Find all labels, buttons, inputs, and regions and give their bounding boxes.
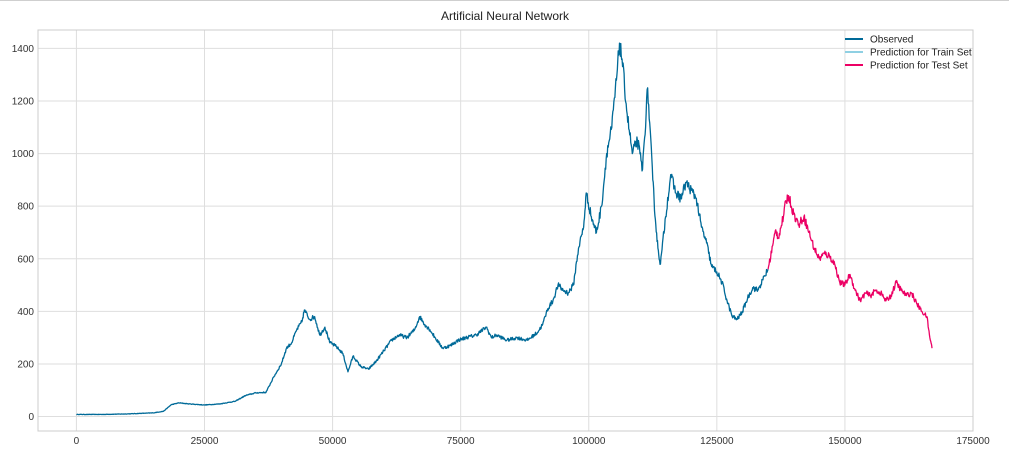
x-tick-label: 0 <box>74 436 80 447</box>
legend-label-1: Prediction for Train Set <box>870 48 972 59</box>
y-tick-label: 200 <box>17 359 34 370</box>
y-tick-label: 1400 <box>12 44 35 55</box>
legend-label-2: Prediction for Test Set <box>870 61 968 72</box>
chart-title: Artificial Neural Network <box>441 9 570 23</box>
legend-label-0: Observed <box>870 35 913 46</box>
y-tick-label: 1200 <box>12 96 35 107</box>
x-tick-label: 175000 <box>956 436 990 447</box>
grid-layer <box>38 30 974 431</box>
plot-frame <box>37 29 974 432</box>
y-tick-labels: 0 200 400 600 800 1000 1200 1400 <box>12 44 35 423</box>
x-tick-label: 50000 <box>319 436 347 447</box>
y-tick-label: 600 <box>17 254 34 265</box>
y-tick-label: 400 <box>17 307 34 318</box>
x-tick-labels: 0 25000 50000 75000 100000 125000 150000 175000 <box>74 436 990 447</box>
x-tick-label: 25000 <box>191 436 219 447</box>
y-tick-label: 0 <box>28 412 34 423</box>
x-tick-label: 125000 <box>700 436 734 447</box>
x-tick-label: 75000 <box>447 436 475 447</box>
legend: Observed Prediction for Train Set Predicti… <box>845 35 972 72</box>
series-layer <box>76 42 933 416</box>
x-tick-label: 150000 <box>828 436 862 447</box>
series-line-2 <box>767 194 933 349</box>
y-tick-label: 800 <box>17 202 34 213</box>
series-line-0 <box>76 42 769 416</box>
y-tick-label: 1000 <box>12 149 35 160</box>
x-tick-label: 100000 <box>572 436 606 447</box>
